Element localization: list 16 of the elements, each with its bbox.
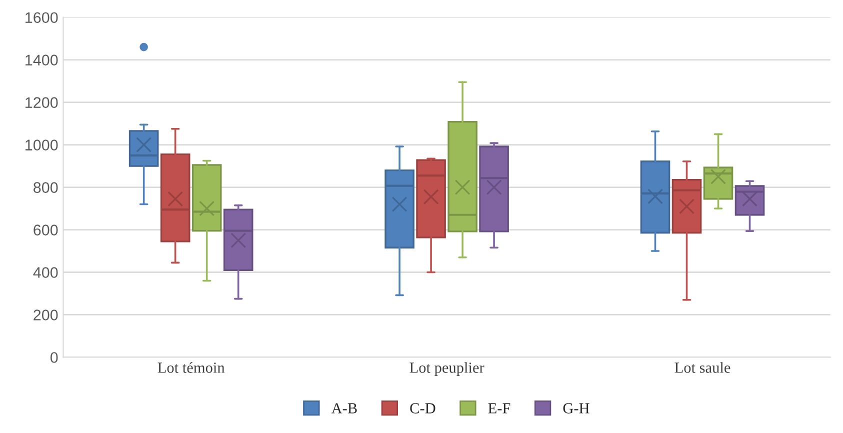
y-tick-label: 1200: [26, 97, 58, 108]
y-tick-label: 400: [33, 267, 58, 278]
y-tick-label: 1600: [26, 12, 58, 24]
x-tick-label: Lot peuplier: [410, 362, 484, 376]
y-tick-label: 800: [34, 182, 58, 193]
legend-label: E-F: [488, 403, 510, 414]
legend-label: C-D: [410, 403, 436, 414]
y-tick-label: 1000: [26, 140, 58, 150]
y-tick-label: 600: [34, 224, 58, 236]
x-tick-label: Lot témoin: [158, 362, 225, 373]
legend-label: A-B: [331, 403, 357, 414]
legend-label: G-H: [563, 403, 590, 414]
y-tick-label: 200: [34, 310, 58, 320]
x-tick-label: Lot saule: [674, 362, 730, 373]
y-tick-label: 0: [50, 352, 58, 363]
y-tick-label: 1400: [26, 54, 58, 66]
